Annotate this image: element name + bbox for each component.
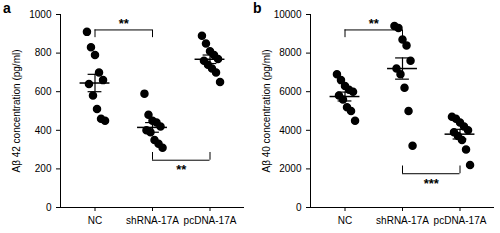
svg-text:4000: 4000: [279, 125, 302, 136]
svg-text:0: 0: [46, 202, 52, 213]
svg-text:200: 200: [35, 163, 52, 174]
svg-text:**: **: [176, 162, 187, 177]
svg-text:***: ***: [424, 176, 440, 191]
svg-text:NC: NC: [88, 215, 102, 226]
svg-text:1000: 1000: [29, 9, 52, 20]
svg-text:400: 400: [35, 125, 52, 136]
svg-text:600: 600: [35, 86, 52, 97]
svg-text:2000: 2000: [279, 163, 302, 174]
svg-text:6000: 6000: [279, 86, 302, 97]
svg-text:shRNA-17A: shRNA-17A: [376, 215, 429, 226]
svg-text:0: 0: [296, 202, 302, 213]
svg-text:shRNA-17A: shRNA-17A: [126, 215, 179, 226]
html-text:b: b: [253, 0, 262, 16]
svg-text:Aβ 40 concentration (pg/ml): Aβ 40 concentration (pg/ml): [261, 49, 272, 172]
svg-text:10000: 10000: [274, 9, 302, 20]
svg-text:**: **: [119, 16, 130, 31]
svg-text:8000: 8000: [279, 47, 302, 58]
svg-text:Aβ 42 concentration (pg/ml): Aβ 42 concentration (pg/ml): [11, 49, 22, 172]
svg-text:800: 800: [35, 47, 52, 58]
svg-text:pcDNA-17A: pcDNA-17A: [434, 215, 487, 226]
svg-text:pcDNA-17A: pcDNA-17A: [184, 215, 237, 226]
svg-text:NC: NC: [338, 215, 352, 226]
svg-text:**: **: [369, 16, 380, 31]
html-text:a: a: [3, 0, 11, 16]
